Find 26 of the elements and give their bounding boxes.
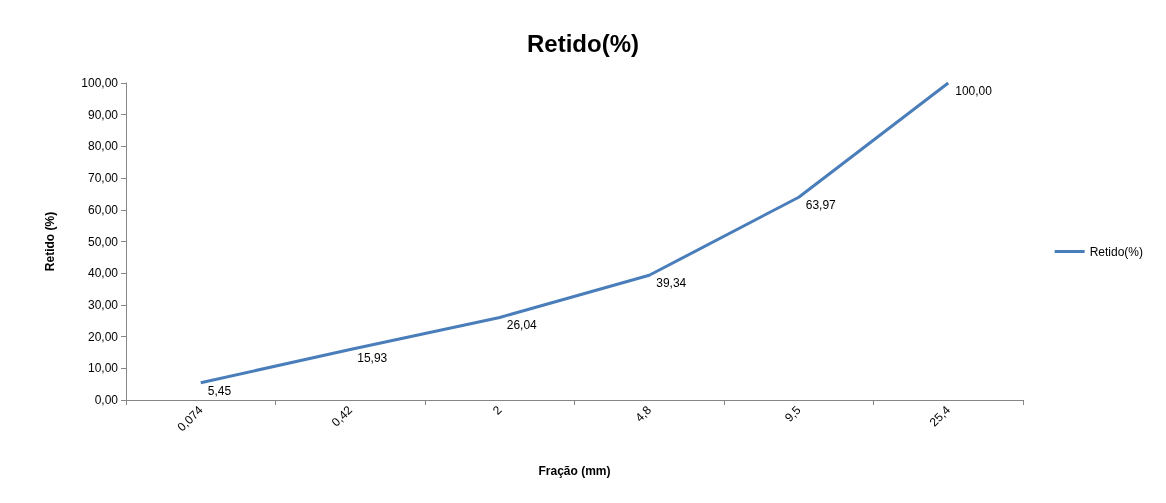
data-label: 63,97 [805,198,837,213]
y-tick-label: 60,00 [87,202,119,217]
y-tick-label: 10,00 [87,361,119,376]
x-tick-label: 9,5 [782,402,804,425]
data-label: 26,04 [506,318,538,333]
line-series [199,81,950,385]
data-label: 5,45 [207,383,232,398]
y-tick-label: 100,00 [81,76,119,90]
y-axis-title: Retido (%) [43,211,57,272]
chart-title: Retido(%) [527,29,639,57]
legend-label: Retido(%) [1089,244,1144,259]
data-label: 39,34 [656,276,687,291]
y-tick-label: 40,00 [87,266,119,281]
x-tick-label: 2 [490,402,505,418]
y-tick-label: 80,00 [87,139,119,154]
x-tick-label: 0,42 [328,402,356,430]
y-tick-label: 0,00 [94,393,119,407]
data-label: 100,00 [955,84,993,98]
y-tick-label: 70,00 [87,171,119,186]
y-tick-label: 90,00 [87,107,119,122]
x-axis-title: Fração (mm) [538,464,611,478]
y-tick-label: 50,00 [87,234,119,249]
data-label: 15,93 [357,350,388,365]
x-tick-label: 4,8 [632,402,655,425]
y-tick-label: 20,00 [87,329,119,344]
y-tick-label: 30,00 [87,297,119,312]
